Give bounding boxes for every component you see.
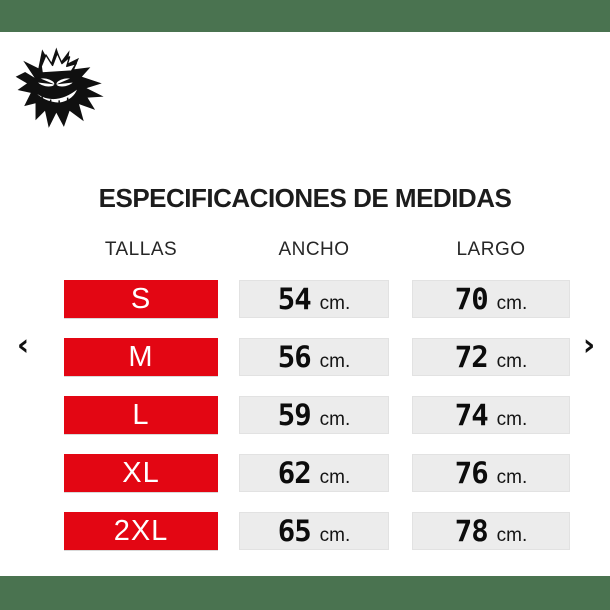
width-cell: 54 cm. bbox=[239, 280, 389, 318]
unit-label: cm. bbox=[319, 409, 351, 430]
column-header-width: ANCHO bbox=[278, 239, 350, 260]
size-label: XL bbox=[122, 456, 160, 489]
unit-label: cm. bbox=[319, 467, 351, 488]
width-value: 65 bbox=[277, 514, 312, 548]
chevron-left-icon[interactable]: ‹ bbox=[10, 331, 36, 361]
size-badge: XL bbox=[64, 454, 218, 492]
length-value: 70 bbox=[454, 282, 489, 316]
table-row: L 59 cm. 74 cm. bbox=[0, 396, 610, 434]
width-cell: 65 cm. bbox=[239, 512, 389, 550]
size-badge: S bbox=[64, 280, 218, 318]
width-cell: 59 cm. bbox=[239, 396, 389, 434]
size-table: S 54 cm. 70 cm. M 56 cm. 72 cm. L 59 cm. 74 cm… bbox=[0, 280, 610, 570]
length-value: 74 bbox=[454, 398, 489, 432]
page-title: ESPECIFICACIONES DE MEDIDAS bbox=[98, 183, 512, 213]
size-label: 2XL bbox=[113, 514, 169, 547]
unit-label: cm. bbox=[319, 525, 351, 546]
table-row: 2XL 65 cm. 78 cm. bbox=[0, 512, 610, 550]
width-cell: 56 cm. bbox=[239, 338, 389, 376]
unit-label: cm. bbox=[496, 351, 528, 372]
column-header-sizes: TALLAS bbox=[104, 239, 178, 260]
column-header-length: LARGO bbox=[456, 239, 526, 260]
size-label: L bbox=[132, 398, 150, 431]
unit-label: cm. bbox=[319, 351, 351, 372]
length-cell: 78 cm. bbox=[412, 512, 570, 550]
size-label: S bbox=[130, 282, 152, 315]
chevron-right-icon[interactable]: › bbox=[576, 331, 602, 361]
size-label: M bbox=[128, 340, 154, 373]
length-cell: 72 cm. bbox=[412, 338, 570, 376]
width-value: 54 bbox=[277, 282, 312, 316]
length-cell: 76 cm. bbox=[412, 454, 570, 492]
width-value: 56 bbox=[277, 340, 312, 374]
length-cell: 70 cm. bbox=[412, 280, 570, 318]
unit-label: cm. bbox=[496, 525, 528, 546]
table-row: XL 62 cm. 76 cm. bbox=[0, 454, 610, 492]
unit-label: cm. bbox=[319, 293, 351, 314]
bottom-banner bbox=[0, 576, 610, 610]
length-value: 78 bbox=[454, 514, 489, 548]
size-badge: 2XL bbox=[64, 512, 218, 550]
length-value: 72 bbox=[454, 340, 489, 374]
table-row: M 56 cm. 72 cm. bbox=[0, 338, 610, 376]
width-cell: 62 cm. bbox=[239, 454, 389, 492]
top-banner bbox=[0, 0, 610, 32]
size-badge: L bbox=[64, 396, 218, 434]
unit-label: cm. bbox=[496, 293, 528, 314]
gengar-logo bbox=[15, 47, 104, 128]
length-value: 76 bbox=[454, 456, 489, 490]
size-badge: M bbox=[64, 338, 218, 376]
length-cell: 74 cm. bbox=[412, 396, 570, 434]
width-value: 59 bbox=[277, 398, 312, 432]
unit-label: cm. bbox=[496, 467, 528, 488]
width-value: 62 bbox=[277, 456, 312, 490]
unit-label: cm. bbox=[496, 409, 528, 430]
table-row: S 54 cm. 70 cm. bbox=[0, 280, 610, 318]
